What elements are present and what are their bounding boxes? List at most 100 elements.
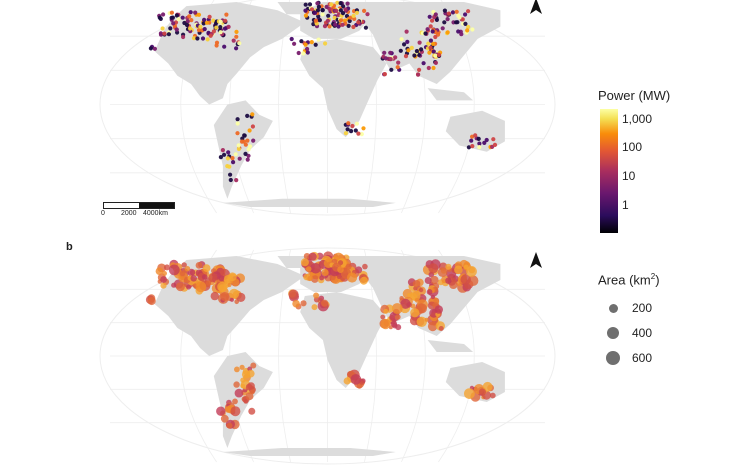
site-point — [305, 50, 310, 55]
site-point — [419, 47, 424, 52]
site-point — [329, 2, 334, 7]
site-point — [288, 289, 299, 300]
site-point — [433, 60, 438, 65]
site-point — [191, 36, 197, 41]
site-point — [237, 41, 242, 46]
landmass — [445, 362, 505, 402]
site-point — [433, 34, 438, 40]
site-point — [195, 36, 200, 41]
site-point — [336, 274, 342, 280]
site-point — [430, 275, 439, 285]
site-point — [158, 16, 163, 22]
site-point — [310, 263, 321, 274]
site-point — [308, 252, 317, 261]
site-point — [160, 276, 168, 283]
site-point — [196, 28, 202, 33]
site-point — [322, 24, 328, 29]
site-point — [204, 20, 209, 25]
site-point — [229, 288, 240, 299]
site-point — [230, 406, 241, 417]
site-point — [389, 67, 394, 72]
site-point — [239, 364, 245, 370]
site-point — [454, 20, 459, 25]
site-point — [359, 132, 364, 137]
site-point — [206, 30, 211, 36]
site-point — [250, 362, 257, 369]
area-legend-title-text: Area (km — [598, 272, 651, 288]
site-point — [473, 133, 478, 138]
site-point — [338, 1, 343, 6]
site-point — [313, 42, 318, 47]
site-point — [459, 32, 464, 37]
site-point — [169, 15, 174, 20]
site-point — [426, 289, 433, 295]
area-legend-title: Area (km2) — [598, 272, 660, 287]
site-point — [425, 27, 430, 32]
site-point — [326, 13, 331, 18]
site-point — [430, 29, 435, 34]
site-point — [426, 65, 431, 71]
site-point — [456, 29, 461, 34]
site-point — [482, 140, 487, 145]
site-point — [245, 138, 250, 143]
landmass — [154, 2, 305, 105]
site-point — [193, 10, 198, 15]
site-point — [303, 42, 308, 47]
scale-tick-2000: 2000 — [121, 210, 137, 217]
site-point — [466, 266, 477, 277]
site-point — [307, 275, 313, 282]
site-point — [307, 2, 313, 7]
site-point — [292, 299, 300, 308]
area-legend-title-sup: 2 — [650, 272, 656, 281]
site-point — [246, 369, 255, 378]
site-point — [200, 36, 206, 41]
site-point — [236, 143, 241, 148]
site-point — [303, 13, 309, 18]
site-point — [320, 8, 325, 13]
power-tick-100: 100 — [622, 140, 643, 154]
site-point — [440, 26, 445, 31]
site-point — [316, 4, 321, 9]
site-point — [232, 398, 238, 405]
site-point — [289, 36, 294, 42]
site-point — [201, 21, 206, 26]
site-point — [224, 12, 229, 17]
site-point — [171, 282, 177, 288]
site-point — [333, 22, 338, 27]
site-point — [427, 50, 432, 55]
site-point — [382, 72, 387, 77]
site-point — [299, 39, 304, 44]
landmass — [277, 256, 310, 268]
scale-bar: 0 2000 4000km — [101, 202, 193, 219]
site-point — [407, 293, 412, 297]
site-point — [434, 305, 443, 314]
area-legend-item: 400 — [598, 326, 660, 351]
site-point — [477, 145, 482, 150]
site-point — [442, 20, 447, 25]
site-point — [207, 14, 212, 20]
map-outline — [99, 0, 556, 216]
site-point — [202, 17, 207, 23]
site-point — [416, 316, 427, 327]
site-point — [418, 287, 424, 293]
site-point — [188, 26, 193, 31]
site-point — [316, 37, 321, 42]
site-point — [446, 11, 451, 16]
site-point — [250, 124, 255, 129]
site-point — [324, 4, 329, 9]
site-point — [300, 300, 307, 307]
scale-tick-4000: 4000km — [143, 210, 168, 217]
site-point — [225, 164, 230, 169]
site-point — [303, 253, 311, 260]
site-point — [362, 263, 368, 270]
site-point — [208, 33, 213, 38]
site-point — [234, 366, 240, 373]
site-point — [166, 32, 171, 37]
site-point — [345, 127, 350, 132]
site-point — [362, 8, 367, 13]
site-point — [463, 21, 468, 27]
site-point — [234, 178, 239, 183]
site-point — [222, 26, 228, 31]
site-point — [470, 27, 475, 32]
site-point — [431, 49, 436, 54]
